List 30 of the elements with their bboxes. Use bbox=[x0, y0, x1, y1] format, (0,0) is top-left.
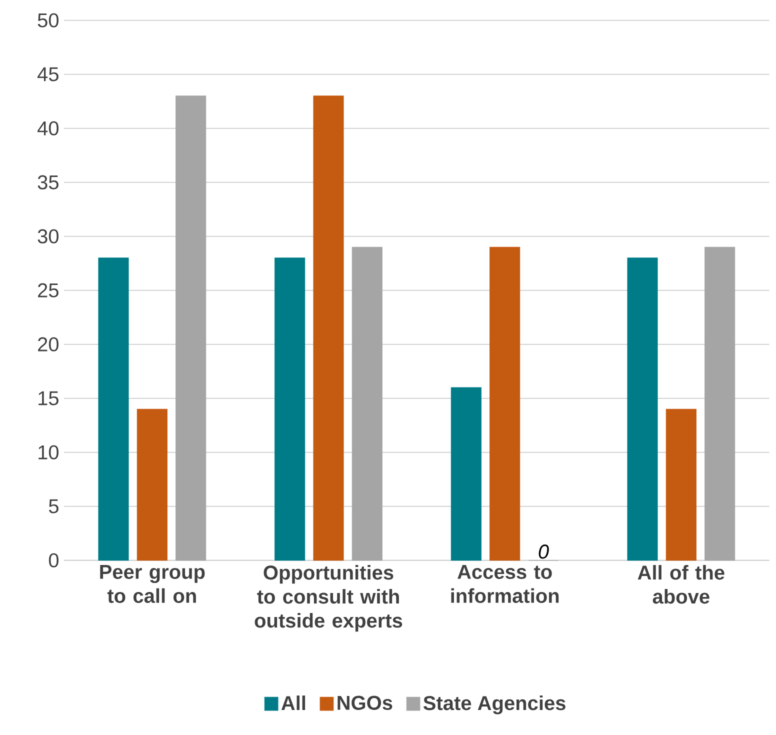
bar bbox=[136, 408, 168, 561]
data-label: 0 bbox=[538, 544, 549, 559]
y-tick-label: 35 bbox=[38, 175, 58, 190]
x-tick-label: Opportunities to consult with outside experts bbox=[254, 565, 402, 632]
x-tick-label: Access to information bbox=[451, 565, 559, 603]
bar bbox=[490, 246, 520, 561]
y-tick-label: 30 bbox=[38, 229, 58, 244]
y-tick-label: 0 bbox=[48, 553, 58, 568]
y-tick-label: 10 bbox=[38, 445, 58, 460]
y-tick-label: 20 bbox=[38, 337, 58, 352]
y-tick-label: 15 bbox=[38, 391, 58, 406]
bar bbox=[176, 96, 206, 561]
bar bbox=[274, 258, 306, 561]
bar bbox=[627, 258, 658, 561]
bar bbox=[313, 96, 344, 561]
y-tick-label: 45 bbox=[38, 67, 58, 82]
y-tick-label: 5 bbox=[48, 499, 58, 514]
bar bbox=[666, 408, 696, 561]
y-tick-label: 50 bbox=[38, 13, 58, 28]
bar bbox=[352, 246, 382, 561]
x-tick-label: Peer group to call on bbox=[100, 565, 205, 603]
x-tick-label: All of the above bbox=[638, 565, 724, 604]
bar bbox=[450, 387, 482, 561]
bar bbox=[98, 258, 129, 561]
legend-label: All bbox=[281, 696, 306, 710]
y-tick-label: 40 bbox=[38, 121, 58, 136]
legend-label: NGOs bbox=[338, 696, 392, 710]
y-tick-label: 25 bbox=[38, 283, 58, 298]
bar bbox=[704, 246, 736, 561]
legend-label: State Agencies bbox=[423, 696, 566, 714]
